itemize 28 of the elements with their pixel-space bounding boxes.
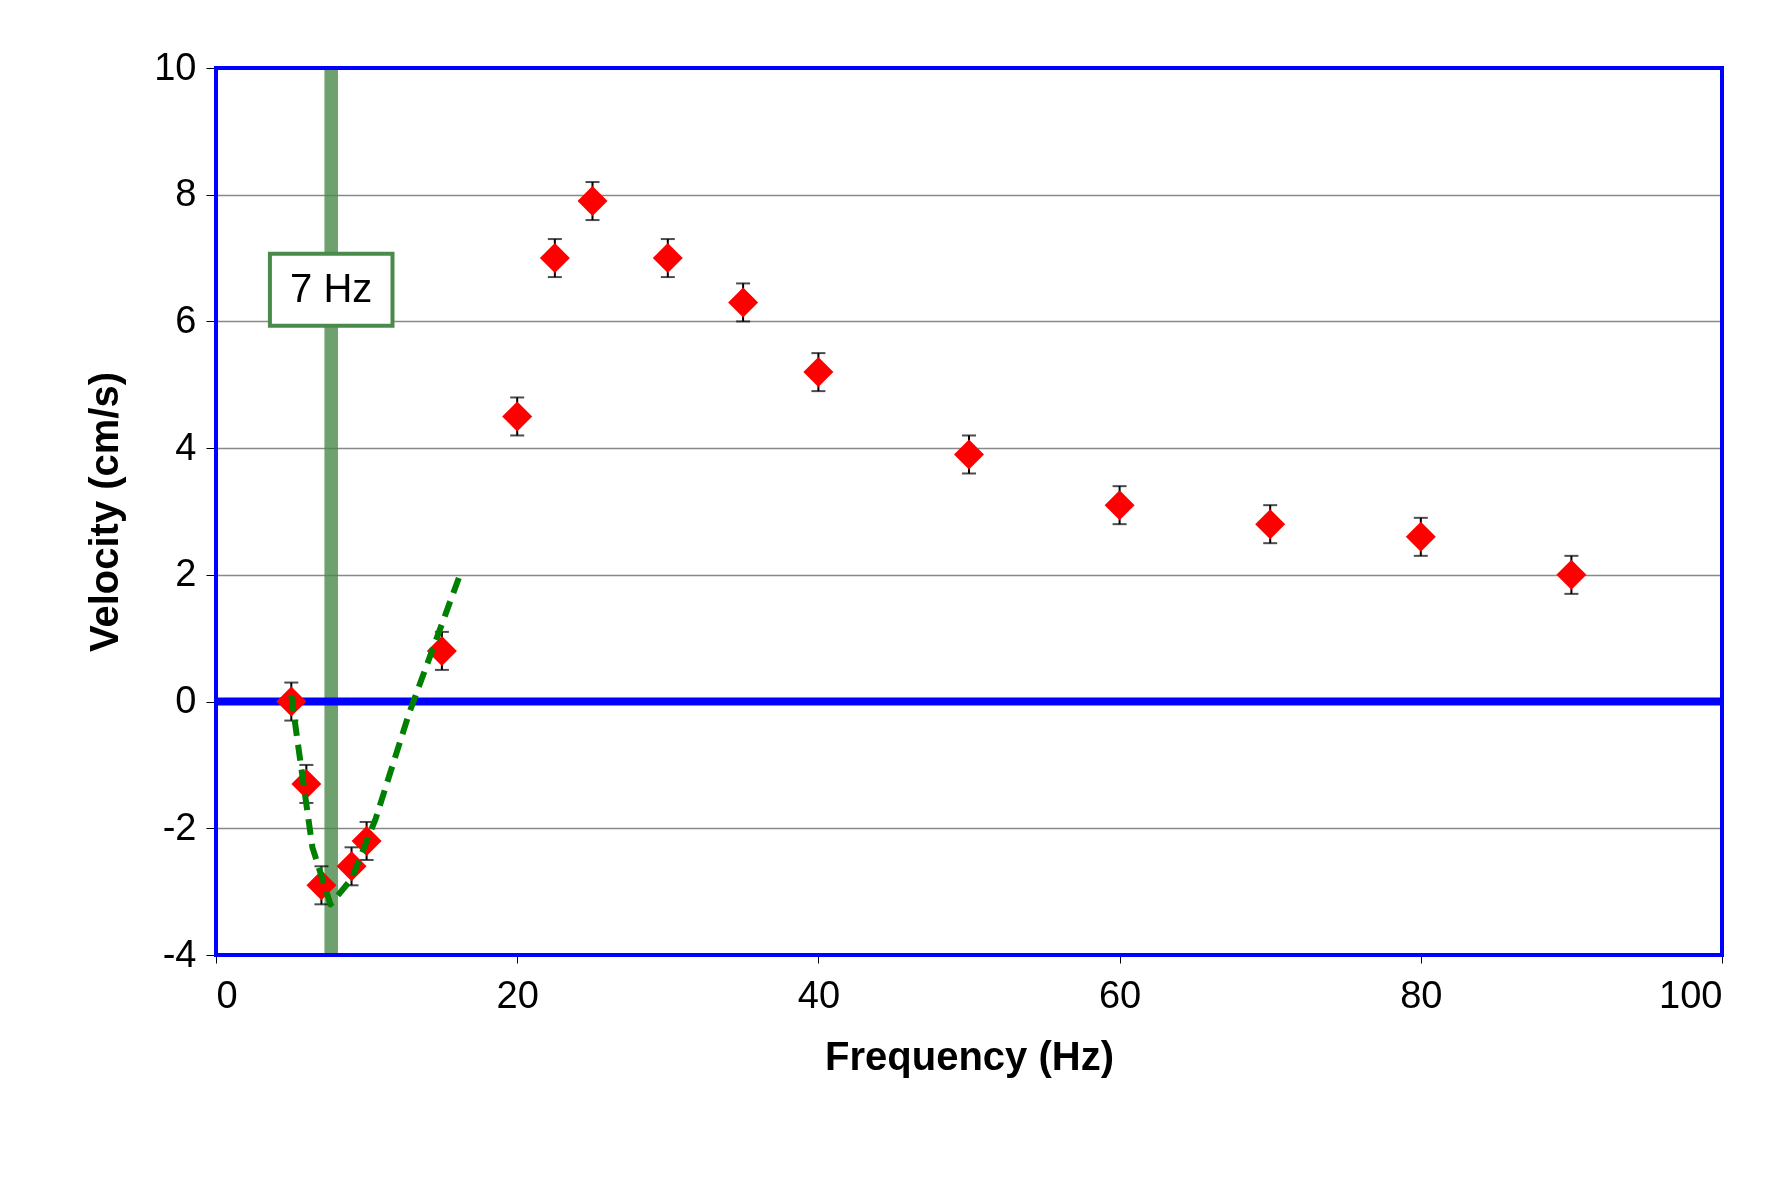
point <box>502 401 533 432</box>
x-axis-title: Frequency (Hz) <box>825 1033 1114 1078</box>
y-axis-title: Velocity (cm/s) <box>82 371 127 653</box>
x-tick-label: 40 <box>797 973 841 1016</box>
y-tick-label: 6 <box>175 298 197 341</box>
x-tick-label: 20 <box>496 973 539 1016</box>
x-tick-label: 100 <box>1659 973 1723 1016</box>
point <box>577 186 608 217</box>
y-tick-label: -4 <box>162 932 197 975</box>
x-tick-label: 60 <box>1098 973 1142 1016</box>
y-tick-label: 8 <box>175 172 197 215</box>
y-tick-label: 4 <box>175 425 197 468</box>
point <box>728 287 759 318</box>
point <box>803 357 834 388</box>
x-tick-label: 0 <box>216 973 238 1016</box>
point <box>1104 490 1135 521</box>
y-tick-label: 0 <box>175 679 197 722</box>
point <box>1405 521 1436 552</box>
y-tick-label: -2 <box>162 805 197 848</box>
point <box>954 439 984 470</box>
band-label: 7 Hz <box>290 265 373 310</box>
point <box>652 243 683 274</box>
y-tick-label: 10 <box>154 45 197 88</box>
y-tick-label: 2 <box>175 552 197 595</box>
point <box>1255 509 1286 540</box>
point <box>539 243 570 274</box>
point <box>1556 559 1587 590</box>
x-tick-label: 80 <box>1400 973 1443 1016</box>
